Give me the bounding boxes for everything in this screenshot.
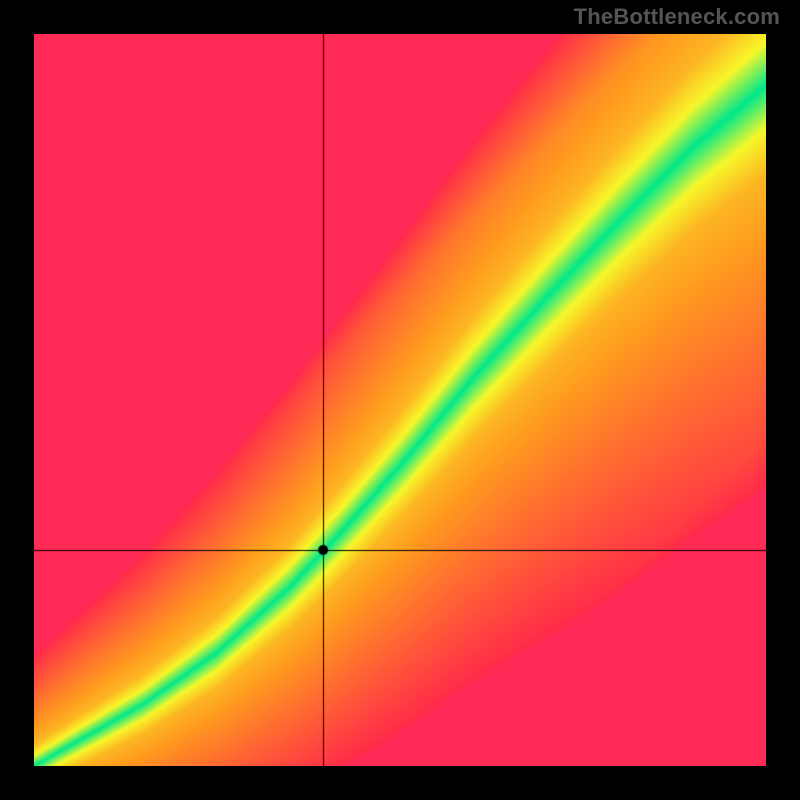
chart-frame: { "attribution": "TheBottleneck.com", "f… [0,0,800,800]
heatmap-plot [34,34,766,766]
attribution-text: TheBottleneck.com [574,4,780,30]
